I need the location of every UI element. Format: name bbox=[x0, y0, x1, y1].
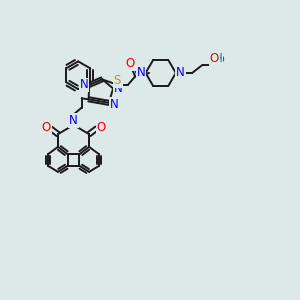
Text: N: N bbox=[114, 82, 123, 95]
Text: H: H bbox=[214, 52, 222, 65]
Text: N: N bbox=[136, 67, 145, 80]
Text: O: O bbox=[216, 55, 224, 65]
Text: S: S bbox=[113, 74, 121, 87]
Text: N: N bbox=[69, 114, 78, 127]
Text: N: N bbox=[80, 78, 88, 92]
Text: O: O bbox=[126, 57, 135, 70]
Text: N: N bbox=[110, 98, 118, 110]
Text: O: O bbox=[96, 121, 106, 134]
Text: N: N bbox=[176, 67, 185, 80]
Text: O: O bbox=[210, 52, 219, 65]
Text: H: H bbox=[212, 55, 221, 65]
Text: O: O bbox=[41, 121, 51, 134]
